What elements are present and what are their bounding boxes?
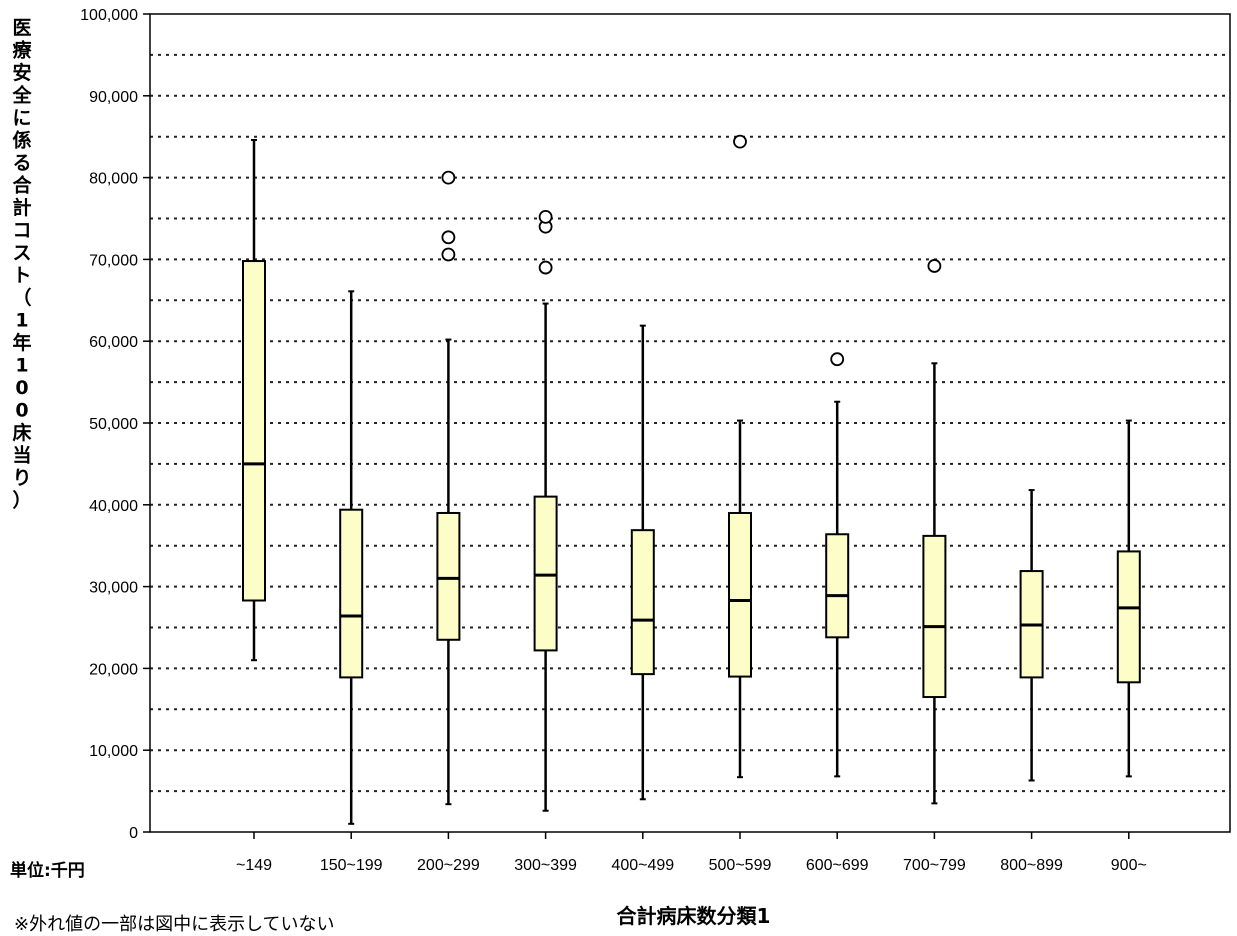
x-tick-label: 800~899	[1000, 857, 1063, 874]
y-tick-label: 20,000	[89, 661, 138, 678]
y-tick-label: 10,000	[89, 743, 138, 760]
box-6	[728, 134, 752, 779]
y-axis-title-char: 年	[12, 331, 31, 354]
outlier-point	[830, 352, 845, 367]
box-4	[533, 209, 558, 812]
box-10	[1116, 419, 1141, 778]
y-axis-title-char: 1	[15, 310, 28, 332]
box-iqr	[825, 533, 850, 639]
box-iqr	[436, 511, 461, 641]
y-tick-label: 90,000	[89, 89, 138, 106]
box-3	[436, 170, 461, 806]
x-tick-label: 300~399	[514, 857, 577, 874]
y-axis-title-char: ）	[12, 489, 31, 512]
y-axis-title-char: コ	[12, 220, 31, 242]
outlier-point	[538, 260, 553, 275]
box-iqr	[922, 534, 947, 699]
x-tick-label: 700~799	[903, 857, 966, 874]
y-axis-title-char: 1	[15, 355, 28, 377]
y-tick-label: 60,000	[89, 334, 138, 351]
y-tick-label: 100,000	[80, 7, 138, 24]
box-iqr	[533, 495, 558, 652]
outlier-point	[927, 259, 942, 273]
unit-label: 単位:千円	[10, 861, 85, 881]
x-tick-label: 900~	[1111, 857, 1147, 874]
x-axis-title: 合計病床数分類1	[616, 904, 771, 928]
x-tick-label: 600~699	[806, 857, 869, 874]
gridlines	[150, 53, 1230, 793]
y-axis-title-char: り	[12, 467, 31, 489]
y-axis-title-char: る	[12, 152, 31, 174]
box-2	[339, 290, 364, 825]
y-axis-title-char: ト	[12, 265, 31, 287]
x-axis: ~149 150~199 200~299 300~399 400~499 500~599 6…	[236, 832, 1147, 874]
x-tick-label: ~149	[236, 857, 272, 874]
y-tick-label: 40,000	[89, 498, 138, 515]
box-iqr	[339, 508, 364, 679]
x-tick-label: 400~499	[611, 857, 674, 874]
outlier-point	[733, 134, 747, 149]
x-tick-label: 150~199	[320, 857, 383, 874]
outlier-point	[538, 209, 553, 224]
footnote: ※外れ値の一部は図中に表示していない	[14, 914, 335, 935]
y-axis-title-char: 係	[12, 129, 31, 152]
y-axis-title-char: ス	[12, 242, 31, 264]
y-axis: 0 10,000 20,000 30,000 40,000 50,000 60,000 70,…	[80, 7, 150, 842]
x-tick-label: 200~299	[417, 857, 480, 874]
box-iqr	[728, 511, 752, 678]
box-iqr	[1116, 550, 1141, 684]
y-tick-label: 0	[129, 825, 138, 842]
y-axis-title-char: （	[12, 286, 31, 309]
box-1	[242, 138, 266, 662]
y-axis-title-char: 計	[12, 196, 31, 219]
y-axis-title-char: に	[12, 107, 31, 129]
box-9	[1019, 489, 1044, 782]
y-tick-label: 80,000	[89, 171, 138, 188]
outlier-point	[441, 247, 456, 262]
y-axis-title-char: 全	[11, 84, 32, 107]
y-axis-title-char: 安	[12, 61, 31, 84]
y-axis-title-char: 療	[12, 39, 32, 62]
y-tick-label: 70,000	[89, 252, 138, 269]
box-iqr	[630, 529, 655, 676]
box-8	[922, 259, 947, 805]
outlier-point	[441, 170, 456, 185]
y-axis-title-char: 医	[12, 17, 31, 39]
x-tick-label: 500~599	[709, 857, 772, 874]
plot-area	[149, 13, 1231, 833]
y-axis-title-char: 床	[12, 421, 31, 444]
box-7	[825, 352, 850, 778]
box-5	[630, 324, 655, 801]
y-axis-title-char: 0	[15, 377, 28, 399]
y-tick-label: 30,000	[89, 580, 138, 597]
y-axis-title-char: 0	[15, 400, 28, 422]
box-iqr	[242, 260, 266, 602]
y-tick-label: 50,000	[89, 416, 138, 433]
y-axis-title-char: 合	[12, 174, 32, 197]
outlier-point	[441, 230, 456, 245]
y-axis-title-char: 当	[12, 444, 31, 467]
